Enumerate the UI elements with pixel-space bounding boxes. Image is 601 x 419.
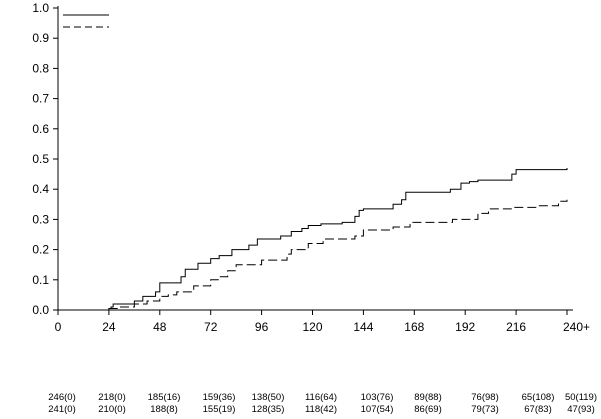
x-tick-label: 48 xyxy=(153,320,167,334)
y-tick-label: 0.3 xyxy=(32,212,49,226)
y-tick-label: 0.9 xyxy=(32,31,49,45)
x-tick-label: 144 xyxy=(353,320,373,334)
risk-cell: 67(83) xyxy=(524,404,551,415)
y-tick-label: 0.8 xyxy=(32,61,49,75)
x-tick-label: 24 xyxy=(102,320,116,334)
series-layer xyxy=(58,168,568,311)
risk-cell: 241(0) xyxy=(48,404,75,415)
y-tick-label: 0.2 xyxy=(32,243,49,257)
series-dashed-line xyxy=(58,199,568,311)
risk-cell: 103(76) xyxy=(361,392,394,403)
risk-cell: 185(16) xyxy=(148,392,181,403)
series-solid-line xyxy=(58,168,568,311)
risk-cell: 89(88) xyxy=(414,392,441,403)
risk-cell: 47(93) xyxy=(567,404,594,415)
risk-cell: 65(108) xyxy=(522,392,555,403)
x-tick-label: 120 xyxy=(302,320,322,334)
x-tick-label: 96 xyxy=(255,320,269,334)
y-tick-label: 0.1 xyxy=(32,273,49,287)
risk-cell: 86(69) xyxy=(414,404,441,415)
x-tick-label: 192 xyxy=(455,320,475,334)
risk-cell: 210(0) xyxy=(98,404,125,415)
risk-cell: 155(19) xyxy=(203,404,236,415)
y-tick-label: 1.0 xyxy=(32,1,49,15)
risk-cell: 138(50) xyxy=(252,392,285,403)
risk-table: 246(0) 218(0) 185(16) 159(36) 138(50) 116(64)… xyxy=(48,392,597,415)
risk-cell: 188(8) xyxy=(150,404,177,415)
risk-cell: 246(0) xyxy=(48,392,75,403)
y-tick-label: 0.0 xyxy=(32,303,49,317)
risk-cell: 79(73) xyxy=(471,404,498,415)
risk-cell: 118(42) xyxy=(305,404,337,415)
x-tick-label: 72 xyxy=(204,320,218,334)
y-tick-label: 0.4 xyxy=(32,182,49,196)
risk-cell: 107(54) xyxy=(361,404,394,415)
x-tick-label: 168 xyxy=(404,320,424,334)
x-tick-label: 216 xyxy=(506,320,526,334)
risk-cell: 116(64) xyxy=(305,392,337,403)
risk-cell: 218(0) xyxy=(98,392,125,403)
risk-cell: 76(98) xyxy=(471,392,498,403)
y-tick-label: 0.6 xyxy=(32,122,49,136)
risk-cell: 159(36) xyxy=(203,392,236,403)
axes: 0.0 0.1 0.2 0.3 0.4 0.5 0.6 0.7 0.8 0.9 1.0 0 24 48 72… xyxy=(32,1,590,334)
risk-cell: 128(35) xyxy=(252,404,285,415)
x-tick-label: 240+ xyxy=(563,320,590,334)
risk-cell: 50(119) xyxy=(565,392,597,403)
x-tick-label: 0 xyxy=(55,320,62,334)
y-tick-label: 0.7 xyxy=(32,92,49,106)
y-tick-label: 0.5 xyxy=(32,152,49,166)
legend xyxy=(63,14,109,28)
